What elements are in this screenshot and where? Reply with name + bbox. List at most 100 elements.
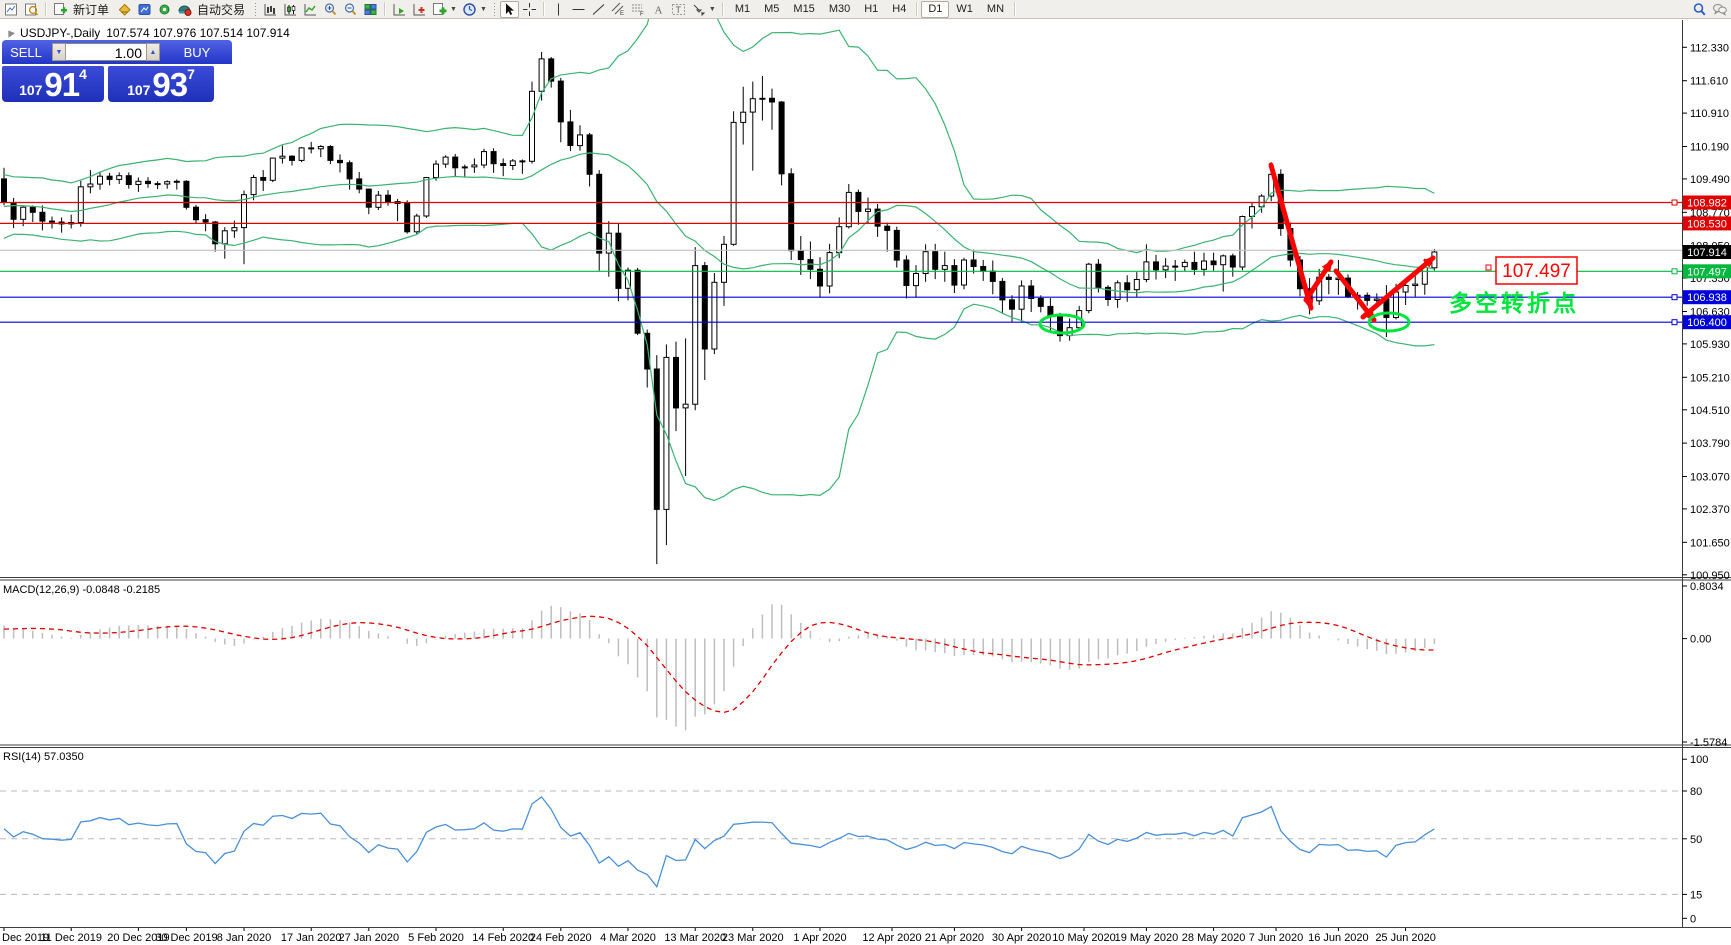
add-indicator-button[interactable] bbox=[410, 1, 429, 18]
candle-body bbox=[49, 220, 55, 223]
search-button[interactable] bbox=[1690, 1, 1709, 18]
line-handle[interactable] bbox=[1671, 199, 1678, 206]
cursor-tool-button[interactable] bbox=[499, 0, 519, 18]
buy-button[interactable]: BUY bbox=[162, 40, 232, 64]
line-handle[interactable] bbox=[1671, 319, 1678, 326]
text-label-tool-button[interactable]: T bbox=[669, 1, 688, 18]
candle-body bbox=[490, 151, 497, 165]
candle-body bbox=[845, 191, 852, 228]
timeframe-button-h1[interactable]: H1 bbox=[864, 2, 879, 15]
candle-body bbox=[106, 175, 113, 180]
bb-upper-band bbox=[3, 0, 1435, 254]
tile-windows-button[interactable] bbox=[361, 1, 380, 18]
price-tick-label: 105.210 bbox=[1690, 372, 1730, 384]
macd-tick-label: -1.5784 bbox=[1690, 737, 1727, 749]
period-dropdown-button[interactable]: ▼ bbox=[460, 1, 489, 18]
zoom-out-button[interactable] bbox=[341, 1, 360, 18]
horizontal-line-tool-button[interactable] bbox=[569, 1, 588, 18]
zoom-in-button[interactable] bbox=[321, 1, 340, 18]
autotrading-button[interactable]: 自动交易 bbox=[175, 1, 250, 18]
timeframe-button-m30[interactable]: M30 bbox=[828, 2, 851, 15]
candle-body bbox=[644, 332, 651, 370]
cursor-icon bbox=[505, 3, 514, 15]
timeframe-button-d1[interactable]: D1 bbox=[921, 0, 950, 18]
candle-body bbox=[721, 243, 727, 283]
timeframe-button-h4[interactable]: H4 bbox=[892, 2, 907, 15]
candle-body bbox=[1220, 255, 1227, 266]
strategy-tester-button[interactable] bbox=[155, 1, 174, 18]
toolbar-drag-handle[interactable] bbox=[492, 2, 496, 16]
macd-indicator-label: MACD(12,26,9) -0.0848 -0.2185 bbox=[3, 584, 161, 596]
line-handle[interactable] bbox=[1671, 294, 1678, 301]
note-anchor-handle[interactable] bbox=[1485, 264, 1492, 271]
date-tick-label: 1 Apr 2020 bbox=[793, 932, 846, 944]
toolbar-separator bbox=[384, 2, 387, 16]
terminal-icon bbox=[138, 3, 151, 15]
text-icon: A bbox=[654, 4, 662, 16]
data-window-button[interactable] bbox=[390, 1, 409, 18]
symbol-period-label: USDJPY-,Daily bbox=[20, 26, 101, 40]
turning-point-note[interactable]: 多空转折点 bbox=[1449, 290, 1579, 316]
trend-arrow-object[interactable] bbox=[1303, 259, 1334, 303]
line-handle[interactable] bbox=[1671, 268, 1678, 275]
timeframe-button-w1[interactable]: W1 bbox=[956, 2, 973, 15]
arrows-tool-button[interactable]: ▼ bbox=[689, 1, 718, 18]
sell-price-button[interactable]: 107 91 4 bbox=[2, 66, 104, 102]
sell-button[interactable]: SELL bbox=[2, 40, 50, 64]
price-axis[interactable]: 112.330 111.610 110.910 110.190 109.490 108.7… bbox=[1682, 42, 1731, 582]
bar-chart-button[interactable] bbox=[261, 1, 280, 18]
candle-body bbox=[452, 156, 459, 169]
volume-field[interactable]: 1.00 bbox=[66, 43, 146, 61]
line-chart-button[interactable] bbox=[301, 1, 320, 18]
buy-price-button[interactable]: 107 93 7 bbox=[108, 66, 214, 102]
highlight-ellipse-object[interactable] bbox=[1038, 313, 1086, 335]
toolbar-separator bbox=[721, 2, 724, 16]
candle-body bbox=[116, 175, 123, 180]
candle-body bbox=[740, 111, 747, 123]
trend-arrow-object[interactable] bbox=[1268, 162, 1314, 311]
history-center-button[interactable] bbox=[115, 1, 134, 18]
candlestick-chart-button[interactable] bbox=[281, 1, 300, 18]
clock-icon bbox=[463, 2, 476, 16]
fibonacci-tool-button[interactable]: F bbox=[629, 1, 648, 18]
candle-body bbox=[932, 251, 939, 270]
volume-increment-button[interactable]: ▲ bbox=[146, 43, 160, 61]
trend-arrow-object[interactable] bbox=[1360, 255, 1436, 320]
timeframe-button-m15[interactable]: M15 bbox=[793, 2, 815, 15]
trendline-tool-button[interactable] bbox=[589, 1, 608, 18]
candle-body bbox=[461, 166, 468, 169]
vertical-line-tool-button[interactable] bbox=[549, 1, 568, 18]
timeframe-button-mn[interactable]: MN bbox=[986, 2, 1005, 15]
horizontal-line-icon bbox=[572, 8, 585, 10]
chart-profile-button[interactable] bbox=[22, 1, 41, 18]
equidistant-channel-tool-button[interactable]: E bbox=[609, 1, 628, 18]
highlight-ellipse-object[interactable] bbox=[1367, 311, 1411, 333]
terminal-button[interactable] bbox=[135, 1, 154, 18]
chat-button[interactable] bbox=[1710, 1, 1729, 18]
tile-windows-icon bbox=[364, 3, 377, 15]
volume-decrement-button[interactable]: ▼ bbox=[52, 43, 66, 61]
crosshair-tool-button[interactable] bbox=[520, 1, 539, 18]
candle-body bbox=[529, 90, 535, 162]
candle-body bbox=[797, 250, 804, 261]
new-chart-button[interactable] bbox=[2, 1, 21, 18]
candle-body bbox=[1364, 294, 1371, 301]
candle-body bbox=[817, 268, 823, 287]
arrows-icon bbox=[693, 4, 706, 16]
price-note-box[interactable] bbox=[1495, 256, 1578, 285]
candle-body bbox=[433, 163, 439, 179]
timeframe-toolbar: M1 M5 M15 M30 H1 H4 D1 W1 MN bbox=[728, 0, 1019, 18]
new-chart-dropdown-button[interactable]: ▼ bbox=[430, 1, 459, 18]
toolbar-drag-handle[interactable] bbox=[254, 2, 258, 16]
candle-body bbox=[1239, 216, 1246, 268]
macd-tick-label: 0.8034 bbox=[1690, 581, 1724, 593]
new-order-button[interactable]: 新订单 bbox=[51, 1, 114, 18]
text-tool-button[interactable]: A bbox=[649, 1, 668, 18]
timeframe-button-m1[interactable]: M1 bbox=[734, 2, 751, 15]
chevron-down-icon: ▼ bbox=[450, 5, 457, 13]
timeframe-button-m5[interactable]: M5 bbox=[764, 2, 780, 15]
date-tick-label: 13 Mar 2020 bbox=[664, 932, 726, 944]
candle-body bbox=[97, 175, 103, 185]
